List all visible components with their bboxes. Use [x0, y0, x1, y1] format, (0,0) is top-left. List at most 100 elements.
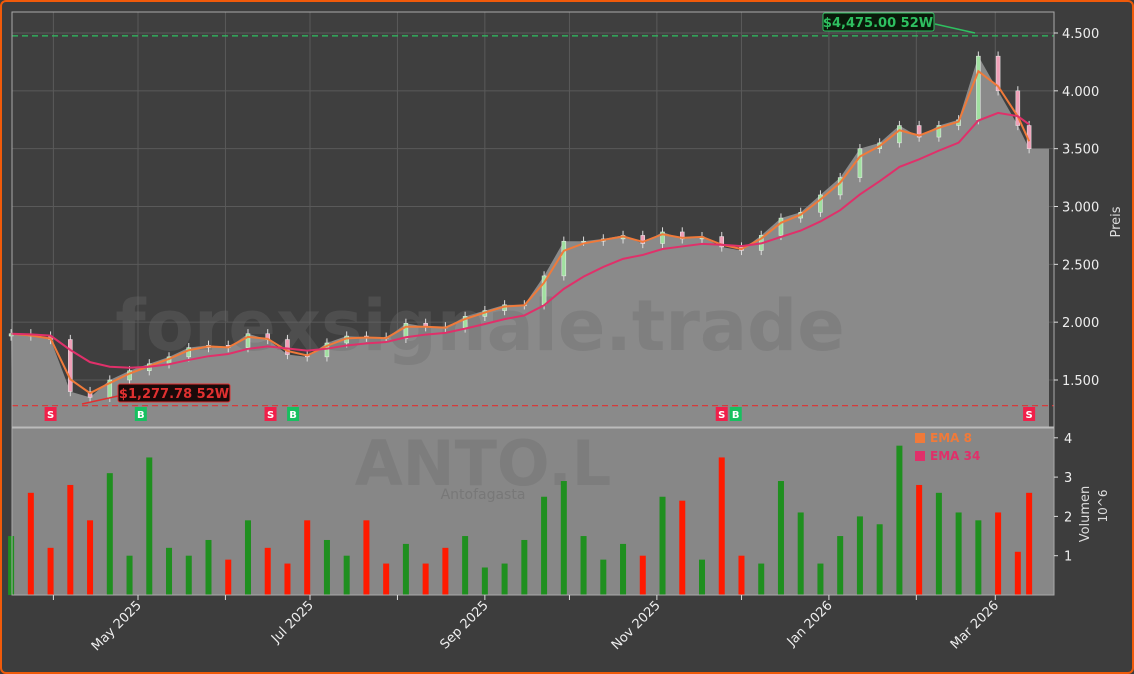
volume-bar: [126, 555, 133, 595]
volume-bar: [87, 520, 94, 595]
volume-bar: [995, 512, 1002, 595]
volume-bar: [383, 563, 390, 595]
candle: [245, 333, 251, 348]
ema-8-line: [11, 69, 1031, 395]
volume-bar: [659, 496, 666, 595]
x-tick-label: May 2025: [89, 598, 145, 654]
x-tick-label: Mar 2026: [948, 598, 1002, 652]
candle: [837, 177, 843, 196]
legend: EMA 8 EMA 34: [915, 431, 980, 463]
52w-high-box: [822, 12, 935, 32]
volume-bar: [699, 559, 705, 595]
volume-bars: [8, 445, 1033, 595]
volume-bar: [8, 536, 15, 595]
candle: [403, 323, 409, 339]
volume-bar: [639, 555, 646, 595]
candle: [87, 391, 93, 398]
x-tick-label: Jan 2026: [784, 598, 836, 650]
buy-signal: [134, 407, 147, 421]
candle: [186, 347, 192, 358]
52w-lines: $4,475.00 52W $1,277.78 52W: [12, 12, 1054, 407]
candle: [976, 55, 981, 120]
volume-y-tick-label: 4: [1064, 432, 1072, 447]
volume-bar: [718, 457, 725, 595]
ema-34-line: [11, 111, 1030, 369]
legend-swatch-ema34: [915, 451, 925, 461]
volume-bar: [244, 520, 251, 595]
volume-bar: [935, 492, 942, 595]
volume-bar: [481, 567, 488, 595]
candle: [640, 235, 646, 244]
volume-bar: [47, 547, 54, 595]
candle: [1015, 90, 1021, 126]
candle: [778, 217, 784, 236]
52w-high-arrow: [934, 23, 976, 34]
volume-bar: [560, 481, 567, 595]
volume-bar: [521, 539, 528, 595]
volume-bar: [146, 457, 153, 595]
volume-bar: [758, 563, 765, 595]
candle: [680, 231, 685, 240]
y-tick-label: 2.500: [1062, 258, 1099, 273]
sell-signal: [1023, 407, 1036, 421]
candle: [916, 125, 922, 138]
volume-bar: [67, 484, 74, 595]
volume-bar: [975, 520, 982, 595]
y-tick-label: 2.000: [1062, 316, 1099, 331]
y-tick-label: 4.000: [1062, 85, 1099, 100]
volume-y-tick-label: 2: [1064, 510, 1072, 525]
52w-high-label: $4,475.00 52W: [823, 16, 933, 31]
y-tick-label: 4.500: [1062, 27, 1099, 42]
candle: [936, 125, 942, 138]
candle: [897, 125, 902, 144]
buy-signal: [729, 407, 742, 421]
candle: [857, 148, 863, 178]
candle: [719, 236, 724, 248]
candle: [561, 240, 567, 277]
volume-bar: [797, 512, 804, 595]
signal-label: S: [47, 410, 54, 421]
candle: [324, 342, 330, 358]
52w-low-arrow: [81, 395, 119, 405]
x-tick-label: Nov 2025: [609, 598, 664, 653]
volume-scale-label: 10^6: [1096, 490, 1110, 523]
signal-label: B: [732, 410, 740, 421]
volume-bar: [106, 473, 113, 595]
signal-label: S: [1026, 410, 1033, 421]
plot-border: [11, 11, 1055, 596]
volume-bar: [185, 555, 192, 595]
sell-signal: [264, 407, 277, 421]
volume-bar: [738, 555, 745, 595]
volume-bar: [817, 563, 824, 595]
price-area-fill: [11, 56, 1050, 428]
buy-signal: [287, 407, 300, 421]
volume-bar: [343, 555, 350, 595]
volume-bar: [501, 563, 508, 595]
signal-label: B: [289, 410, 297, 421]
candle: [818, 194, 823, 213]
y-tick-label: 1.500: [1062, 374, 1099, 389]
volume-bar: [205, 539, 212, 595]
volume-bar: [916, 484, 923, 595]
volume-bar: [896, 445, 903, 595]
volume-bar: [620, 543, 627, 595]
volume-bar: [363, 520, 370, 595]
volume-bar: [777, 481, 784, 595]
volume-bar: [442, 547, 449, 595]
signal-label: B: [137, 410, 145, 421]
volume-y-tick-label: 1: [1064, 550, 1072, 565]
volume-bar: [1026, 492, 1033, 595]
volume-bar: [422, 563, 429, 595]
volume-bar: [876, 524, 883, 595]
legend-ema34: EMA 34: [930, 449, 980, 463]
volume-y-tick-label: 3: [1064, 471, 1072, 486]
volume-bar: [679, 500, 686, 595]
volume-bar: [323, 539, 330, 595]
candle: [660, 231, 665, 244]
sell-signal: [715, 407, 728, 421]
volume-bar: [284, 563, 291, 595]
x-tick-label: Jul 2025: [268, 598, 317, 647]
